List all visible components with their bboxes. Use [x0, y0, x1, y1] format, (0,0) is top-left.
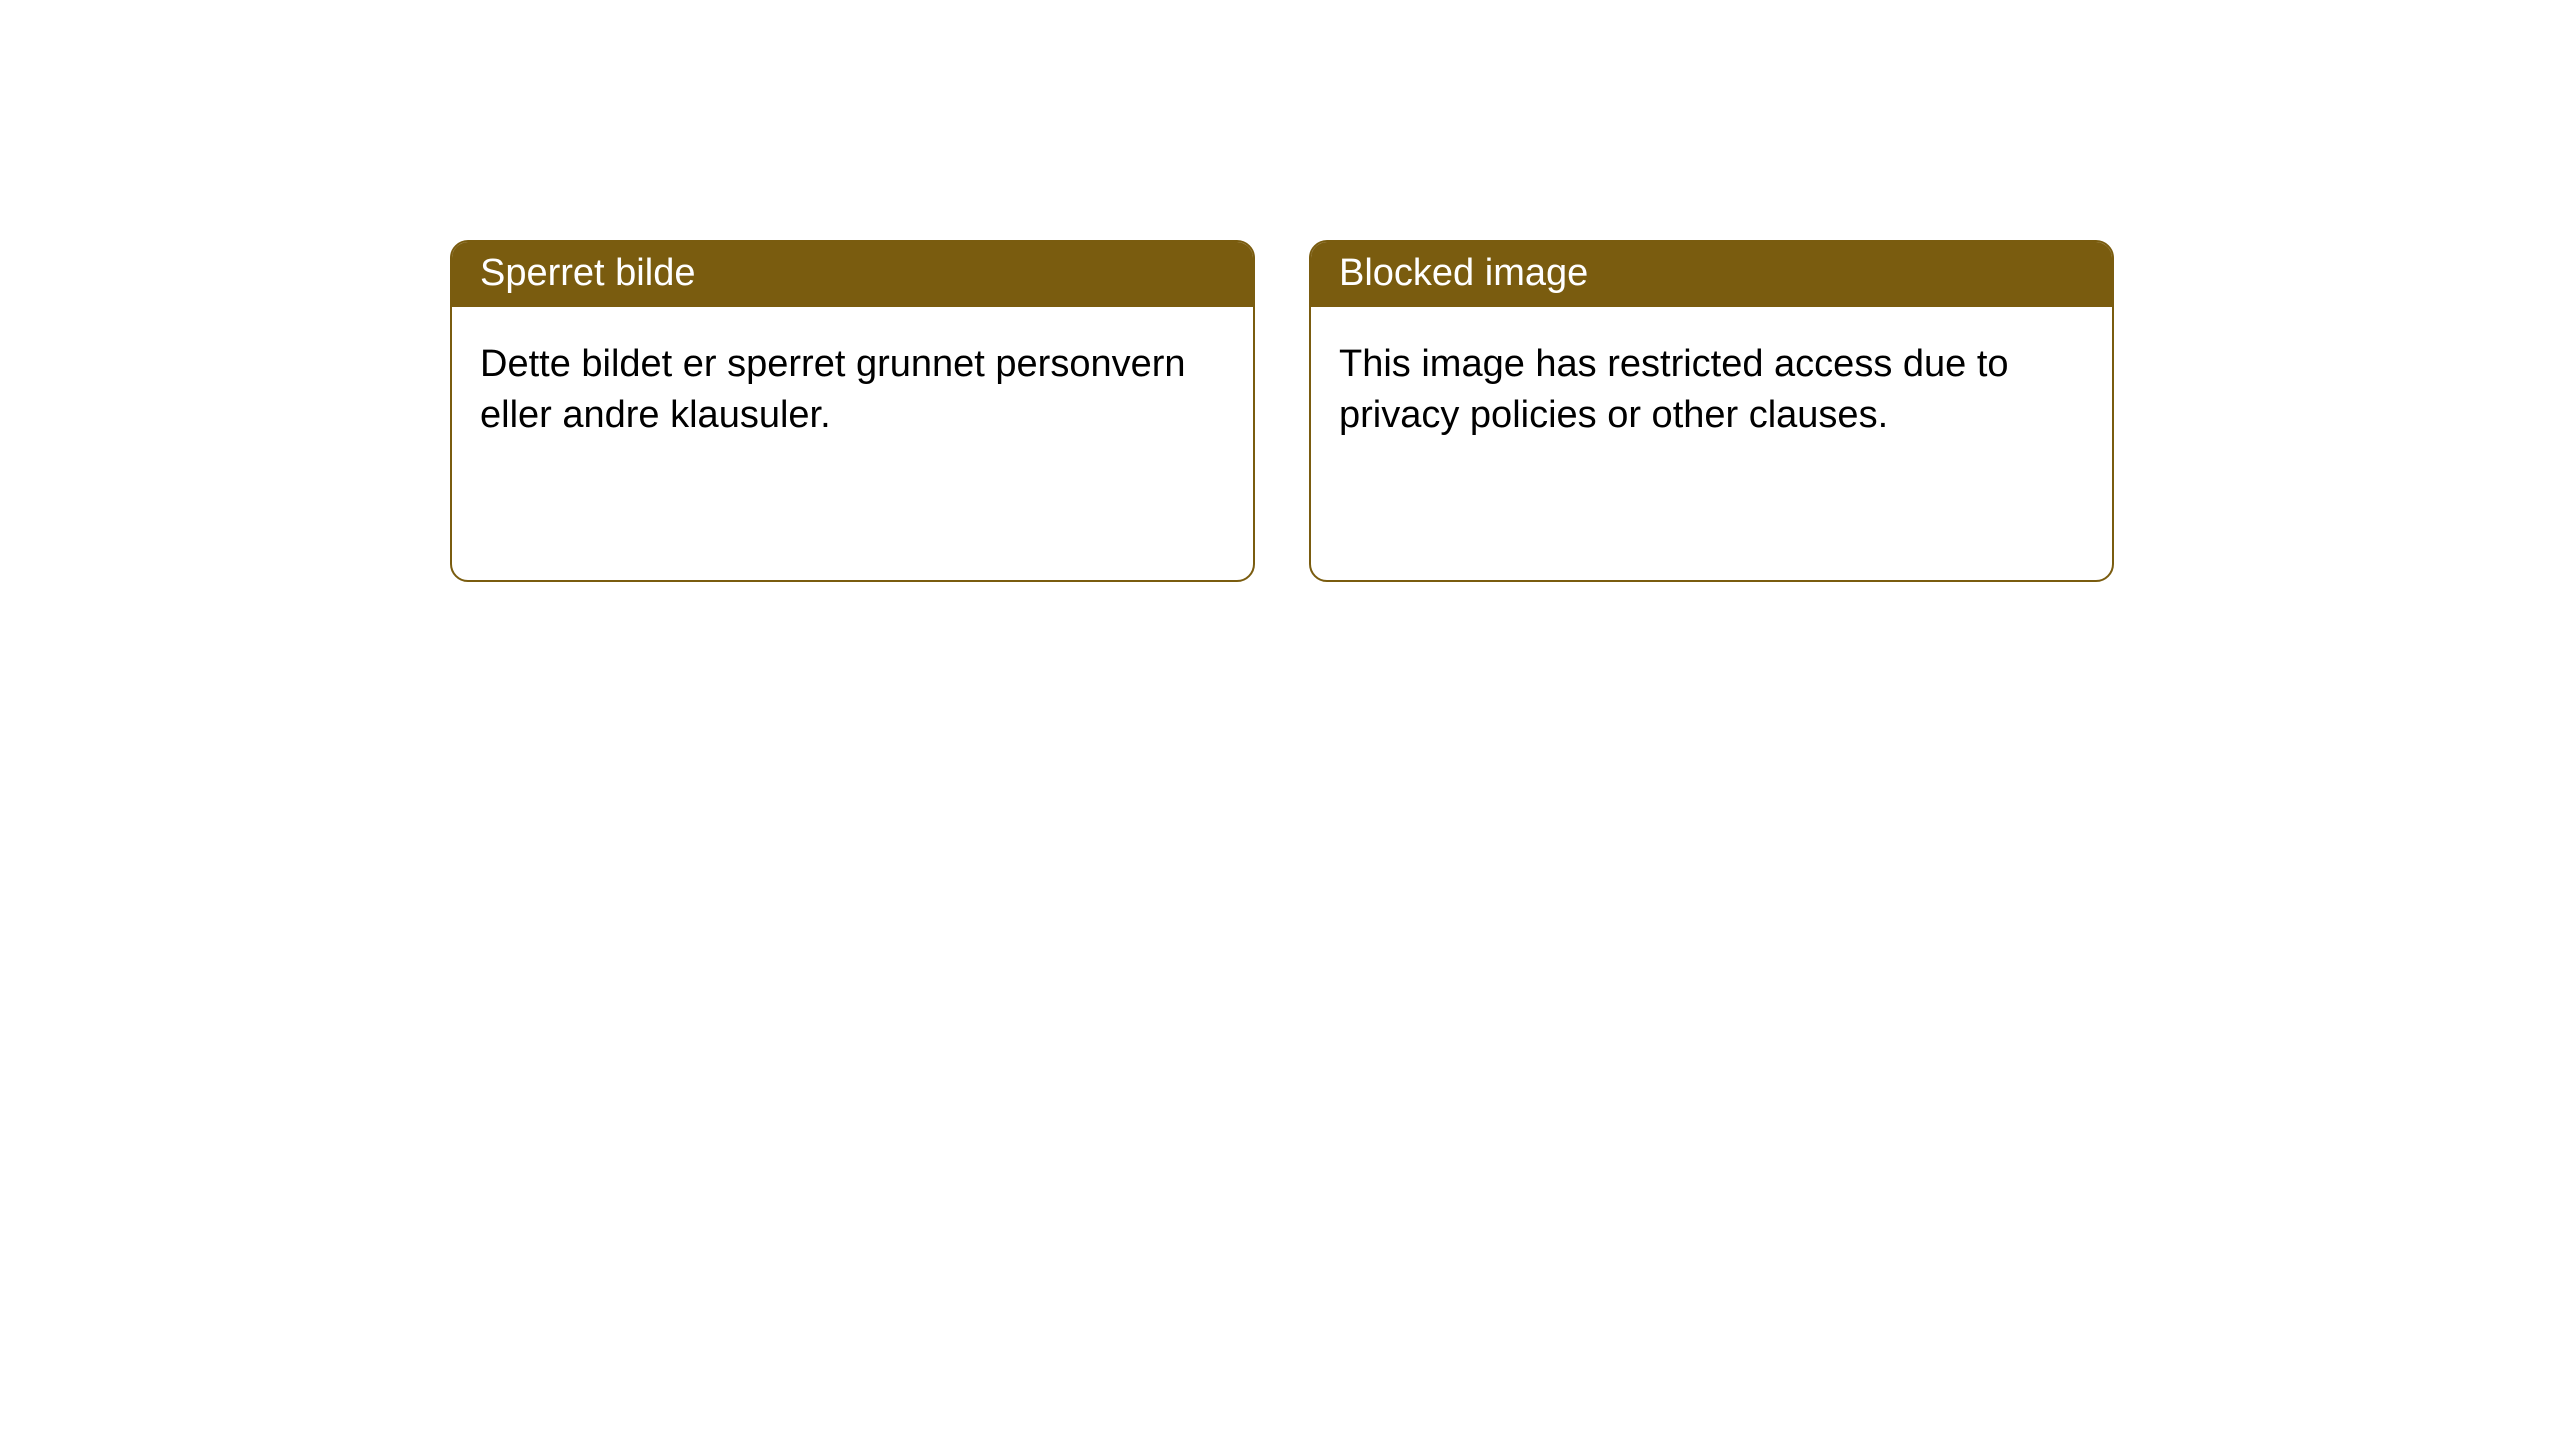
notice-body-english: This image has restricted access due to … [1311, 307, 2112, 474]
notice-header-norwegian: Sperret bilde [452, 242, 1253, 307]
notice-card-norwegian: Sperret bilde Dette bildet er sperret gr… [450, 240, 1255, 582]
notice-container: Sperret bilde Dette bildet er sperret gr… [450, 240, 2114, 582]
notice-card-english: Blocked image This image has restricted … [1309, 240, 2114, 582]
notice-header-english: Blocked image [1311, 242, 2112, 307]
notice-body-norwegian: Dette bildet er sperret grunnet personve… [452, 307, 1253, 474]
